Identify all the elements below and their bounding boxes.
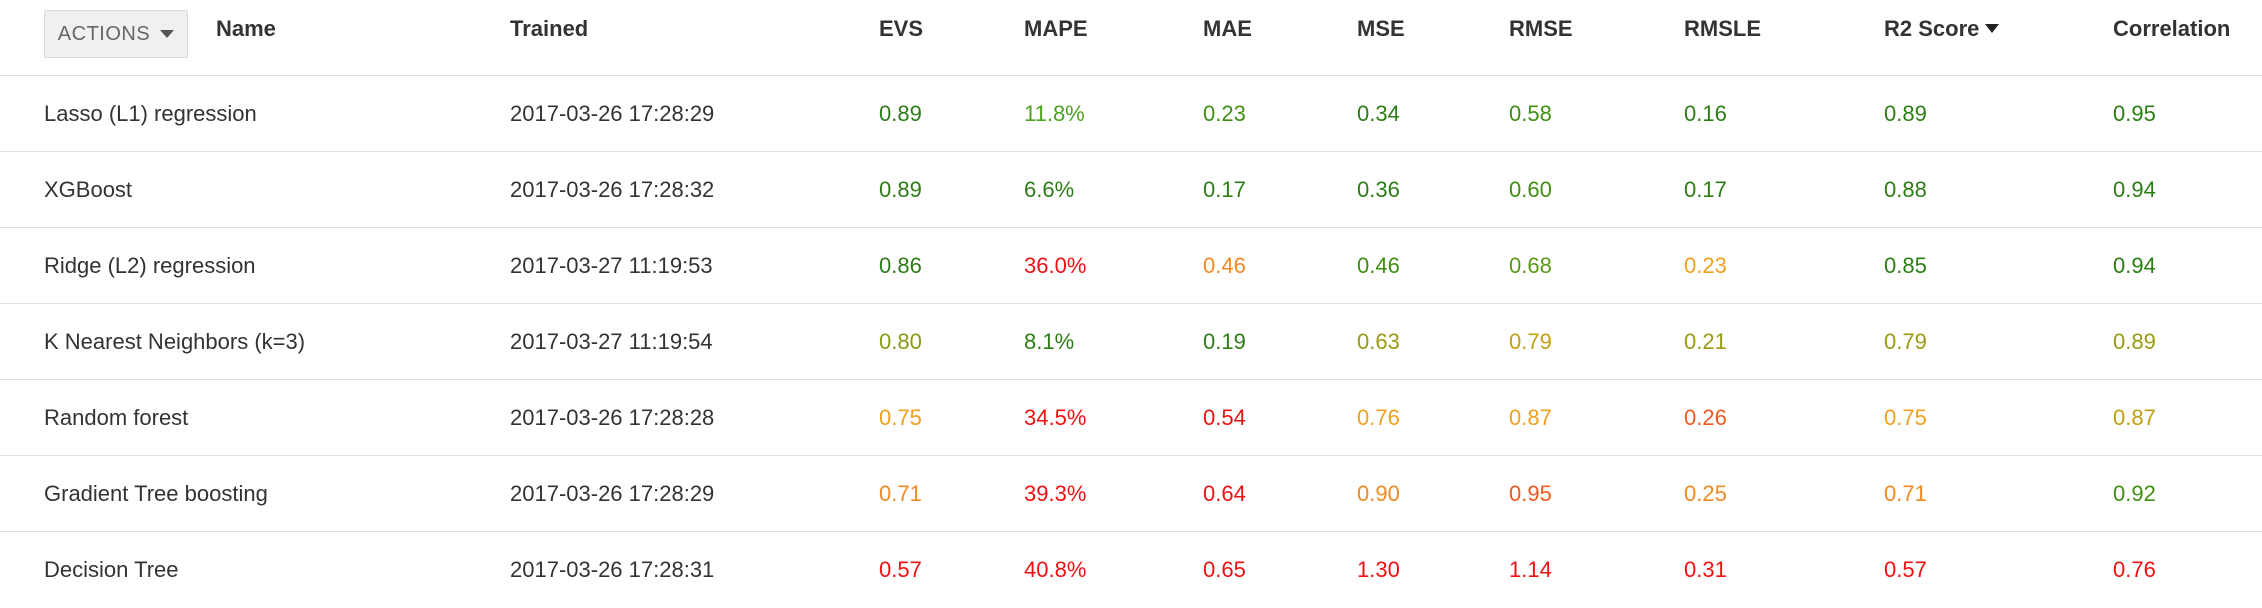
column-header-evs[interactable]: EVS [879, 16, 924, 41]
metric-evs: 0.57 [879, 557, 922, 582]
metric-r2-score: 0.88 [1884, 177, 1927, 202]
metric-mae: 0.54 [1203, 405, 1246, 430]
column-header-correlation[interactable]: Correlation [2113, 16, 2231, 41]
metric-evs: 0.80 [879, 329, 922, 354]
trained-timestamp: 2017-03-27 11:19:54 [510, 329, 713, 354]
table-row[interactable]: K Nearest Neighbors (k=3) 2017-03-27 11:1… [0, 304, 2262, 380]
metric-rmse: 1.14 [1509, 557, 1552, 582]
metric-mse: 1.30 [1357, 557, 1400, 582]
metric-mae: 0.64 [1203, 481, 1246, 506]
metric-r2-score: 0.85 [1884, 253, 1927, 278]
table-row[interactable]: Ridge (L2) regression 2017-03-27 11:19:53… [0, 228, 2262, 304]
model-name[interactable]: Lasso (L1) regression [44, 101, 257, 126]
table-row[interactable]: Lasso (L1) regression 2017-03-26 17:28:29… [0, 76, 2262, 152]
column-header-mape[interactable]: MAPE [1024, 16, 1088, 41]
column-header-mae[interactable]: MAE [1203, 16, 1252, 41]
metric-rmsle: 0.25 [1684, 481, 1727, 506]
metric-mape: 40.8% [1024, 557, 1087, 582]
metric-correlation: 0.94 [2113, 177, 2156, 202]
metric-rmsle: 0.23 [1684, 253, 1727, 278]
metric-r2-score: 0.57 [1884, 557, 1927, 582]
metric-r2-score: 0.75 [1884, 405, 1927, 430]
metric-correlation: 0.76 [2113, 557, 2156, 582]
metric-evs: 0.89 [879, 101, 922, 126]
metric-rmsle: 0.21 [1684, 329, 1727, 354]
metric-mape: 6.6% [1024, 177, 1075, 202]
actions-label: ACTIONS [57, 22, 151, 45]
metric-evs: 0.89 [879, 177, 922, 202]
model-name[interactable]: Gradient Tree boosting [44, 481, 268, 506]
metric-rmse: 0.60 [1509, 177, 1552, 202]
metric-evs: 0.86 [879, 253, 922, 278]
metric-r2-score: 0.89 [1884, 101, 1927, 126]
metric-correlation: 0.94 [2113, 253, 2156, 278]
metric-evs: 0.75 [879, 405, 922, 430]
metric-r2-score: 0.79 [1884, 329, 1927, 354]
model-name[interactable]: Random forest [44, 405, 189, 430]
metric-correlation: 0.89 [2113, 329, 2156, 354]
metric-mape: 34.5% [1024, 405, 1087, 430]
trained-timestamp: 2017-03-26 17:28:31 [510, 557, 715, 582]
metric-mse: 0.36 [1357, 177, 1400, 202]
metric-rmse: 0.79 [1509, 329, 1552, 354]
column-header-mse[interactable]: MSE [1357, 16, 1405, 41]
model-name[interactable]: Decision Tree [44, 557, 179, 582]
metric-mape: 11.8% [1024, 101, 1085, 126]
column-header-rmsle[interactable]: RMSLE [1684, 16, 1761, 41]
metric-correlation: 0.95 [2113, 101, 2156, 126]
metric-rmsle: 0.16 [1684, 101, 1727, 126]
metric-correlation: 0.92 [2113, 481, 2156, 506]
metric-evs: 0.71 [879, 481, 922, 506]
model-name[interactable]: Ridge (L2) regression [44, 253, 256, 278]
model-name[interactable]: K Nearest Neighbors (k=3) [44, 329, 306, 354]
trained-timestamp: 2017-03-26 17:28:32 [510, 177, 715, 202]
metric-rmse: 0.87 [1509, 405, 1552, 430]
metric-mse: 0.34 [1357, 101, 1400, 126]
column-header-r2-score[interactable]: R2 Score [1884, 16, 2000, 42]
sort-descending-icon [1985, 23, 2000, 33]
metric-mse: 0.63 [1357, 329, 1400, 354]
trained-timestamp: 2017-03-26 17:28:29 [510, 481, 715, 506]
metric-mae: 0.17 [1203, 177, 1246, 202]
table-header: ACTIONS Name Trained EVS MAPE MAE MSE RM… [0, 0, 2262, 76]
metric-mse: 0.76 [1357, 405, 1400, 430]
metric-mape: 39.3% [1024, 481, 1087, 506]
table-row[interactable]: Gradient Tree boosting 2017-03-26 17:28:2… [0, 456, 2262, 532]
metric-correlation: 0.87 [2113, 405, 2156, 430]
metric-rmsle: 0.31 [1684, 557, 1727, 582]
column-header-trained[interactable]: Trained [510, 16, 589, 41]
metric-rmse: 0.58 [1509, 101, 1552, 126]
metric-mae: 0.23 [1203, 101, 1246, 126]
trained-timestamp: 2017-03-26 17:28:28 [510, 405, 715, 430]
metric-mae: 0.19 [1203, 329, 1246, 354]
metric-mape: 8.1% [1024, 329, 1075, 354]
model-name[interactable]: XGBoost [44, 177, 133, 202]
column-header-rmse[interactable]: RMSE [1509, 16, 1573, 41]
metric-mse: 0.46 [1357, 253, 1400, 278]
metric-r2-score: 0.71 [1884, 481, 1927, 506]
metric-mae: 0.46 [1203, 253, 1246, 278]
table-row[interactable]: Decision Tree 2017-03-26 17:28:31 0.57 40.8… [0, 532, 2262, 608]
metric-mae: 0.65 [1203, 557, 1246, 582]
metric-rmsle: 0.17 [1684, 177, 1727, 202]
trained-timestamp: 2017-03-27 11:19:53 [510, 253, 713, 278]
metric-mse: 0.90 [1357, 481, 1400, 506]
metric-rmse: 0.68 [1509, 253, 1552, 278]
metric-rmsle: 0.26 [1684, 405, 1727, 430]
column-header-name[interactable]: Name [216, 16, 276, 41]
actions-dropdown-button[interactable]: ACTIONS [44, 10, 188, 58]
table-row[interactable]: Random forest 2017-03-26 17:28:28 0.75 34.5… [0, 380, 2262, 456]
metric-rmse: 0.95 [1509, 481, 1552, 506]
chevron-down-icon [160, 30, 175, 38]
trained-timestamp: 2017-03-26 17:28:29 [510, 101, 715, 126]
table-row[interactable]: XGBoost 2017-03-26 17:28:32 0.89 6.6% 0.17 0.… [0, 152, 2262, 228]
metric-mape: 36.0% [1024, 253, 1087, 278]
